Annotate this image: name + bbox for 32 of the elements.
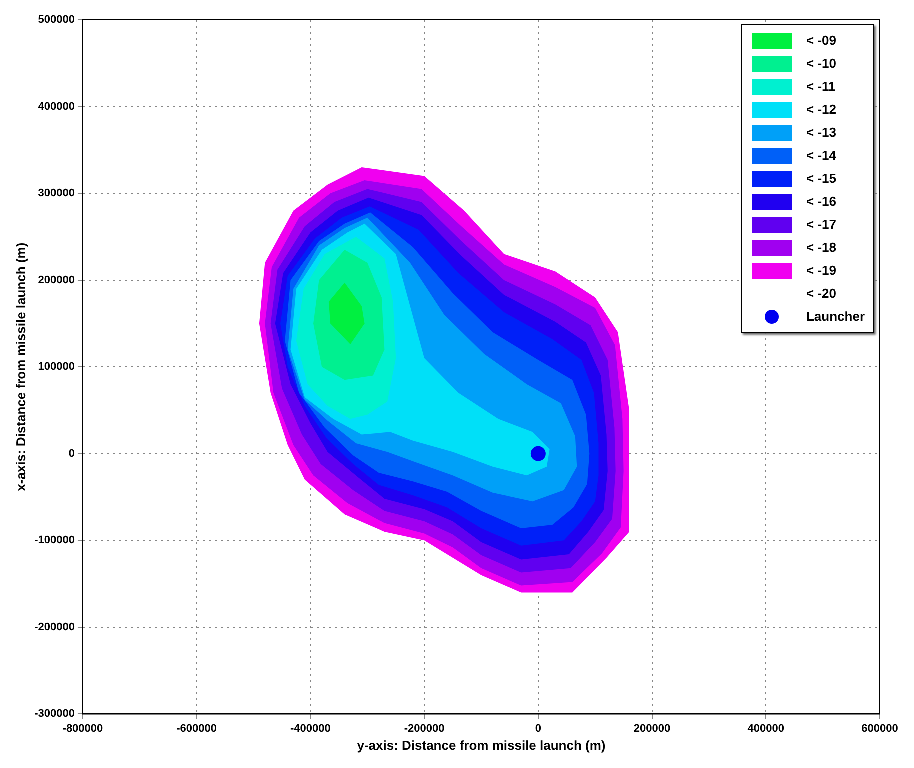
legend-label: < -11 (806, 79, 836, 94)
y-tick-label: 500000 (38, 14, 75, 26)
y-tick-label: 200000 (38, 274, 75, 286)
legend-label: < -16 (806, 194, 836, 209)
x-tick-label: 400000 (748, 722, 784, 735)
y-tick-label: 0 (68, 448, 75, 460)
legend-label: < -12 (806, 102, 836, 117)
legend-label: < -15 (806, 171, 836, 186)
y-tick-label: -300000 (34, 708, 75, 720)
legend-label: < -13 (806, 125, 836, 140)
x-tick-label: 600000 (862, 722, 898, 735)
legend-label: < -14 (806, 148, 836, 163)
x-axis-title: y-axis: Distance from missile launch (m) (357, 738, 606, 753)
legend-label: Launcher (806, 309, 865, 324)
x-tick-label: -200000 (404, 722, 445, 735)
y-tick-label: 100000 (38, 361, 75, 374)
x-tick-label: 0 (535, 722, 542, 735)
legend-label: < -09 (806, 33, 836, 48)
legend-label: < -17 (806, 217, 836, 232)
legend-label: < -10 (806, 56, 836, 71)
y-tick-label: 400000 (38, 100, 75, 113)
x-tick-label: -800000 (62, 722, 104, 735)
y-tick-label: 300000 (38, 188, 75, 200)
legend-label: < -19 (806, 263, 836, 278)
legend-label: < -18 (806, 240, 836, 255)
y-axis-title: x-axis: Distance from missile launch (m) (13, 242, 28, 492)
x-tick-label: -600000 (176, 722, 218, 735)
x-tick-label: -400000 (290, 722, 331, 735)
y-tick-label: -200000 (34, 621, 75, 634)
y-tick-label: -100000 (34, 534, 75, 547)
x-tick-label: 200000 (634, 722, 671, 735)
text: < -20 (806, 286, 836, 301)
